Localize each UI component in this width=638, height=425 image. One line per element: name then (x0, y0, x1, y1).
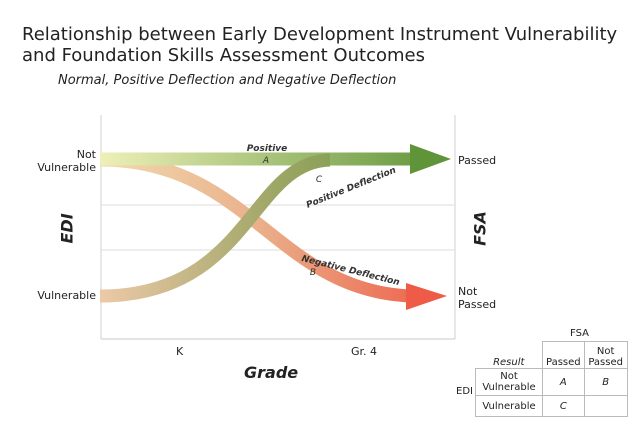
edi-vulnerable-label: Vulnerable (37, 289, 96, 302)
legend-edi-label: EDI (456, 386, 473, 397)
legend-cell-b: B (583, 368, 628, 396)
fsa-passed-label: Passed (458, 154, 497, 167)
fsa-axis-title: FSA (470, 211, 490, 246)
x-tick-gr4: Gr. 4 (351, 345, 378, 358)
x-tick-k: K (176, 345, 184, 358)
grade-axis-title: Grade (244, 363, 299, 382)
page-subtitle: Normal, Positive Deflection and Negative… (58, 73, 397, 88)
path-b-negative-deflection (99, 153, 411, 303)
path-a-name: Positive (247, 144, 288, 154)
legend-header-row: Result Passed Not Passed (476, 341, 628, 369)
legend-table: Result Passed Not Passed Not Vulnerable … (475, 341, 628, 417)
legend-fsa-header: FSA (570, 328, 589, 339)
path-c-letter: C (316, 175, 323, 185)
path-b-letter: B (310, 268, 316, 278)
path-c-positive-deflection (99, 153, 331, 303)
legend-result-cell: Result (493, 357, 525, 368)
plot-frame (100, 115, 456, 340)
path-c-name: Positive Deflection (305, 166, 398, 211)
edi-not-vulnerable-label: Not Vulnerable (37, 148, 96, 174)
arrowhead-a (410, 144, 451, 174)
legend-cell-empty (583, 395, 628, 417)
edi-axis-title: EDI (57, 213, 77, 244)
arrowhead-b (406, 283, 447, 310)
fsa-not-passed-label: Not Passed (458, 285, 497, 311)
path-a-letter: A (262, 156, 269, 166)
legend-row-not-vulnerable: Not Vulnerable A B (475, 368, 628, 396)
legend-cell-a: A (542, 368, 585, 396)
legend-passed-header: Passed (542, 341, 585, 369)
legend-vulnerable-label: Vulnerable (475, 395, 543, 417)
legend-row-vulnerable: Vulnerable C (475, 395, 628, 417)
page-title: Relationship between Early Development I… (22, 24, 618, 66)
legend-not-vulnerable-label: Not Vulnerable (475, 368, 543, 396)
legend-cell-c: C (542, 395, 585, 417)
legend-not-passed-header: Not Passed (583, 341, 628, 369)
